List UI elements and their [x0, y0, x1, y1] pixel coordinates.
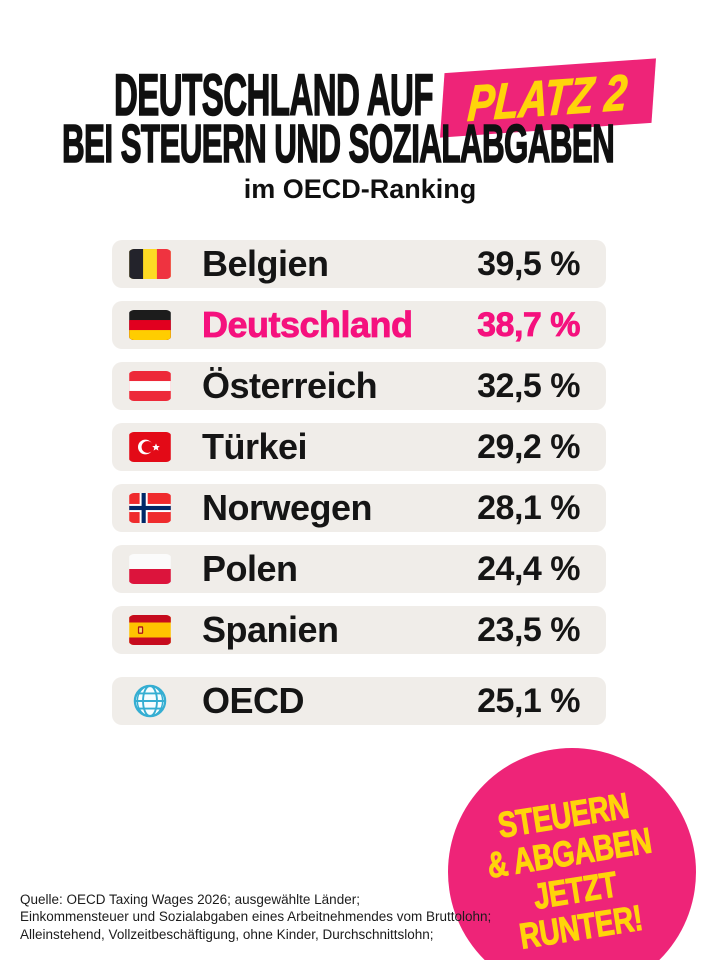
flag-austria-icon [128, 371, 172, 401]
subtitle: im OECD-Ranking [243, 174, 477, 204]
value-label: 39,5 % [477, 244, 580, 283]
country-label: Türkei [202, 426, 308, 467]
flag-belgium-icon [128, 249, 172, 279]
country-label: Österreich [202, 365, 378, 406]
title-line-2: BEI STEUERN UND SOZIALABGABEN [62, 114, 720, 174]
source-line-3: Alleinstehend, Vollzeitbeschäftigung, oh… [20, 926, 434, 942]
country-label: Belgien [202, 243, 329, 284]
globe-icon [128, 682, 172, 720]
ranking-row-belgien: Belgien 39,5 % [112, 240, 606, 288]
value-label: 29,2 % [477, 427, 580, 466]
title-line-1: DEUTSCHLAND AUF [114, 63, 674, 128]
flag-norway-icon [128, 493, 172, 523]
value-label: 38,7 % [477, 305, 581, 344]
ranking-list: Belgien 39,5 % Deutschland 38,7 % Österr… [112, 240, 606, 738]
title-line-1-text: DEUTSCHLAND AUF [114, 63, 434, 128]
country-label: Deutschland [202, 304, 414, 346]
flag-poland-icon [128, 554, 172, 584]
ranking-row-tuerkei: Türkei 29,2 % [112, 423, 606, 471]
value-label: 24,4 % [477, 549, 580, 588]
value-label: 25,1 % [477, 681, 580, 720]
value-label: 32,5 % [477, 366, 580, 405]
country-label: Norwegen [202, 487, 373, 528]
country-label: OECD [202, 680, 305, 721]
flag-germany-icon [128, 310, 172, 340]
ranking-row-spanien: Spanien 23,5 % [112, 606, 606, 654]
ranking-row-oesterreich: Österreich 32,5 % [112, 362, 606, 410]
source-line-1: Quelle: OECD Taxing Wages 2026; ausgewäh… [20, 892, 360, 907]
source-note: Quelle: OECD Taxing Wages 2026; ausgewäh… [20, 891, 491, 943]
ranking-row-deutschland: Deutschland 38,7 % [112, 301, 606, 349]
title-line-2-text: BEI STEUERN UND SOZIALABGABEN [62, 114, 616, 174]
country-label: Polen [202, 548, 298, 589]
value-label: 28,1 % [477, 488, 580, 527]
ranking-row-oecd: OECD 25,1 % [112, 677, 606, 725]
ranking-row-norwegen: Norwegen 28,1 % [112, 484, 606, 532]
country-label: Spanien [202, 609, 339, 650]
ranking-row-polen: Polen 24,4 % [112, 545, 606, 593]
flag-spain-icon [128, 615, 172, 645]
value-label: 23,5 % [477, 610, 580, 649]
source-line-2: Einkommensteuer und Sozialabgaben eines … [20, 909, 492, 925]
flag-turkey-icon [128, 432, 172, 462]
sticker-badge: STEUERN & ABGABEN JETZT RUNTER! [448, 748, 696, 960]
